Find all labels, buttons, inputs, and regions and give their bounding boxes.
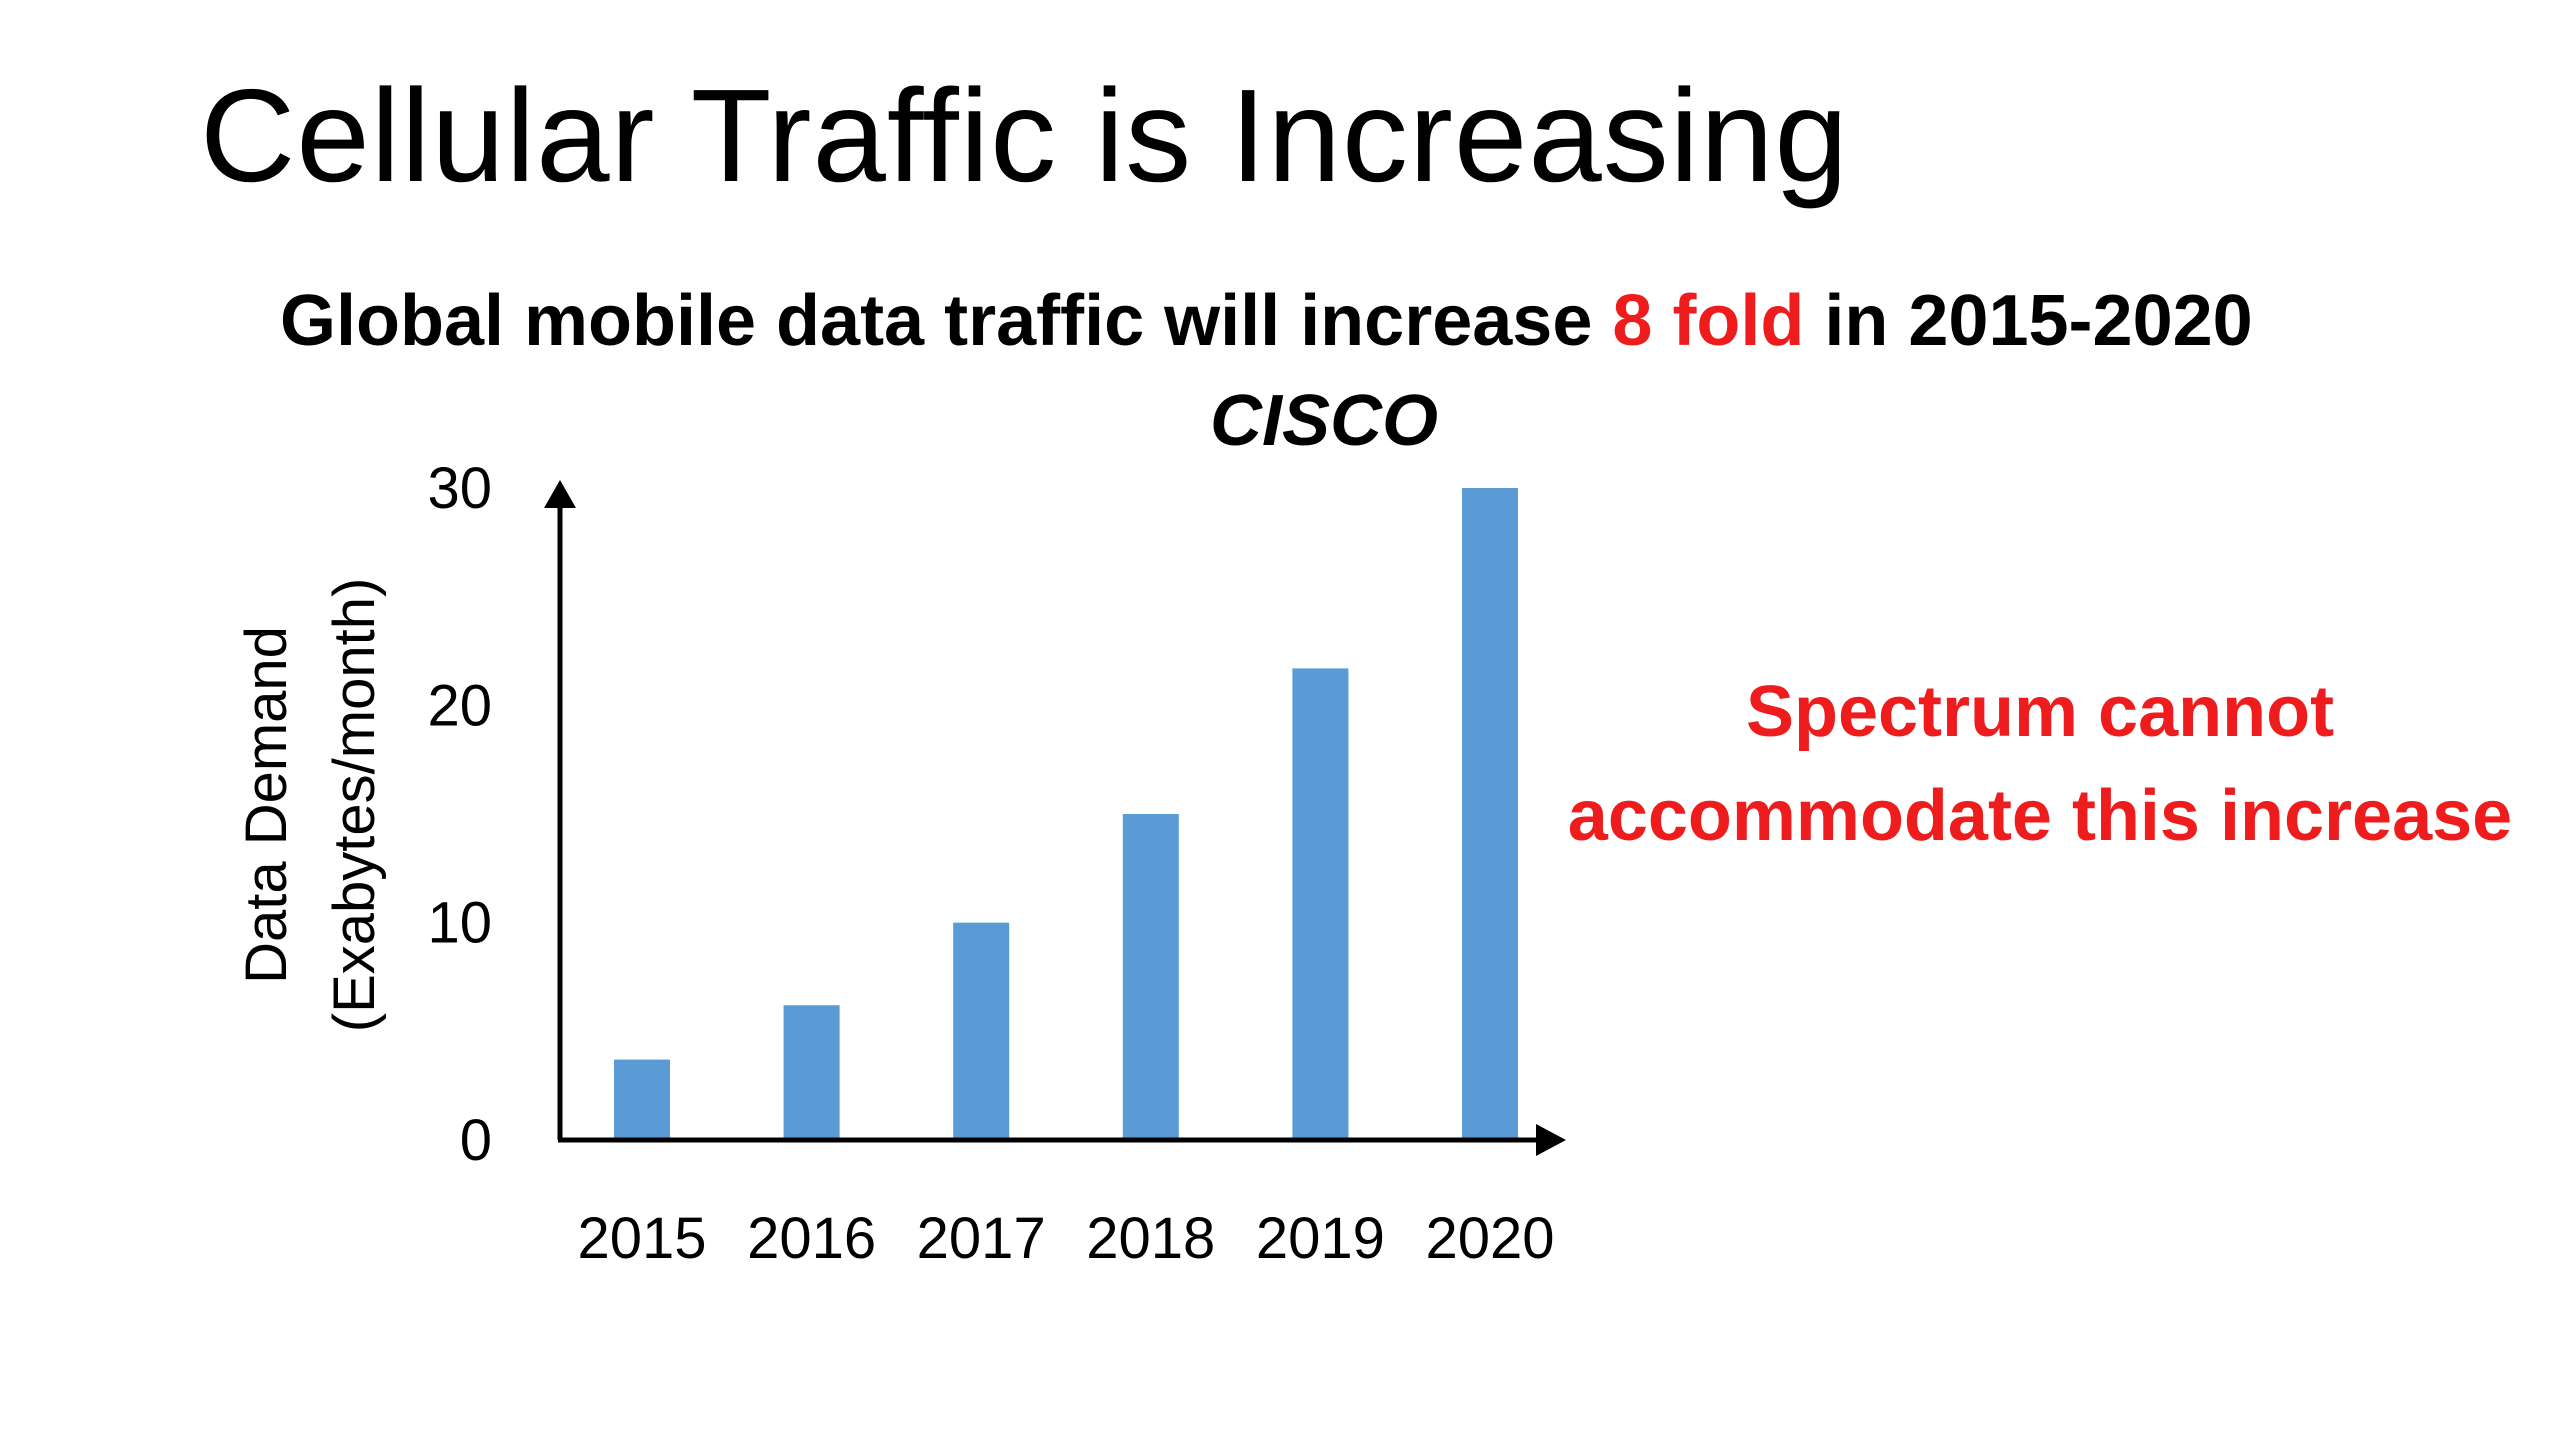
x-tick-label-2018: 2018: [1086, 1206, 1215, 1271]
y-axis-label: Data Demand (Exabytes/month): [234, 578, 387, 1033]
x-tick-labels: 2015 2016 2017 2018 2019 2020: [577, 1206, 1554, 1271]
bar-2016: [783, 1005, 840, 1140]
bar-2018: [1122, 814, 1179, 1140]
x-tick-label-2020: 2020: [1425, 1206, 1554, 1271]
x-tick-label-2015: 2015: [577, 1206, 706, 1271]
bar-2020: [1462, 488, 1518, 1140]
x-tick-label-2017: 2017: [917, 1206, 1046, 1271]
axes-group: [544, 480, 1566, 1156]
headline-suffix: in 2015-2020: [1804, 281, 2253, 361]
bar-2015: [614, 1059, 670, 1140]
x-tick-label-2016: 2016: [747, 1206, 876, 1271]
headline-prefix: Global mobile data traffic will increase: [280, 281, 1613, 361]
y-tick-label-0: 0: [460, 1108, 492, 1173]
y-tick-labels: 0 10 20 30: [427, 456, 492, 1173]
y-tick-label-10: 10: [427, 891, 492, 956]
bar-2019: [1292, 668, 1349, 1140]
y-tick-label-20: 20: [427, 673, 492, 738]
y-axis-label-line2: (Exabytes/month): [322, 578, 387, 1033]
source-label: CISCO: [1210, 381, 1439, 461]
bar-2017: [953, 922, 1010, 1140]
headline-accent: 8 fold: [1612, 281, 1805, 361]
y-tick-label-30: 30: [427, 456, 492, 521]
x-tick-label-2019: 2019: [1256, 1206, 1385, 1271]
y-axis-label-line1: Data Demand: [234, 626, 299, 984]
y-axis-arrow: [544, 480, 576, 508]
callout: Spectrum cannot accommodate this increas…: [1540, 660, 2540, 869]
bars-group: [614, 488, 1518, 1140]
x-axis-arrow: [1536, 1124, 1566, 1156]
slide-title: Cellular Traffic is Increasing: [200, 62, 1849, 209]
callout-line2: accommodate this increase: [1567, 776, 2513, 857]
callout-line1: Spectrum cannot: [1745, 672, 2335, 752]
headline: Global mobile data traffic will increase…: [280, 278, 2360, 364]
